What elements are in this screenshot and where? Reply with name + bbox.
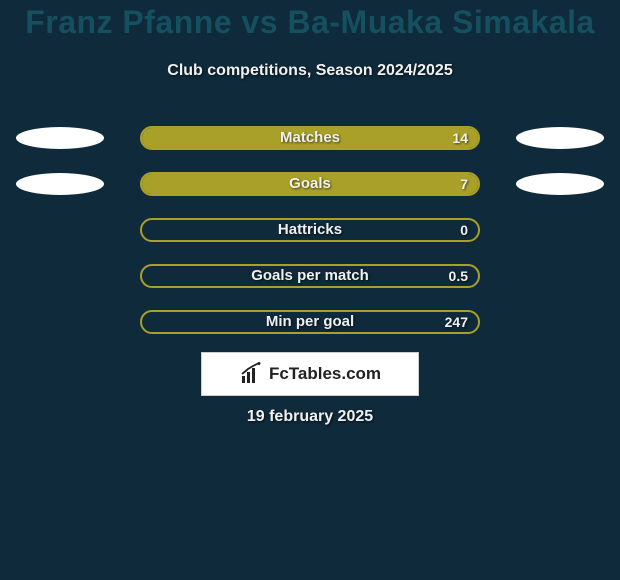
stat-label: Goals (140, 172, 480, 196)
stat-row: Hattricks0 (0, 216, 620, 244)
stat-value: 247 (445, 310, 468, 334)
player-left-ellipse (16, 173, 104, 195)
player-right-ellipse (516, 127, 604, 149)
stat-value: 14 (452, 126, 468, 150)
stat-label: Matches (140, 126, 480, 150)
comparison-infographic: Franz Pfanne vs Ba-Muaka Simakala Club c… (0, 0, 620, 580)
stat-label: Goals per match (140, 264, 480, 288)
player-left-ellipse (16, 127, 104, 149)
chart-icon (239, 362, 263, 386)
subtitle: Club competitions, Season 2024/2025 (0, 62, 620, 80)
stat-label: Hattricks (140, 218, 480, 242)
logo-box: FcTables.com (201, 352, 419, 396)
page-title: Franz Pfanne vs Ba-Muaka Simakala (0, 4, 620, 41)
stat-value: 0.5 (449, 264, 468, 288)
date-line: 19 february 2025 (0, 408, 620, 426)
stat-row: Goals7 (0, 170, 620, 198)
stat-label: Min per goal (140, 310, 480, 334)
logo-text: FcTables.com (269, 364, 381, 384)
player-right-ellipse (516, 173, 604, 195)
stat-row: Min per goal247 (0, 308, 620, 336)
stat-value: 0 (460, 218, 468, 242)
stat-row: Matches14 (0, 124, 620, 152)
stat-value: 7 (460, 172, 468, 196)
stat-row: Goals per match0.5 (0, 262, 620, 290)
